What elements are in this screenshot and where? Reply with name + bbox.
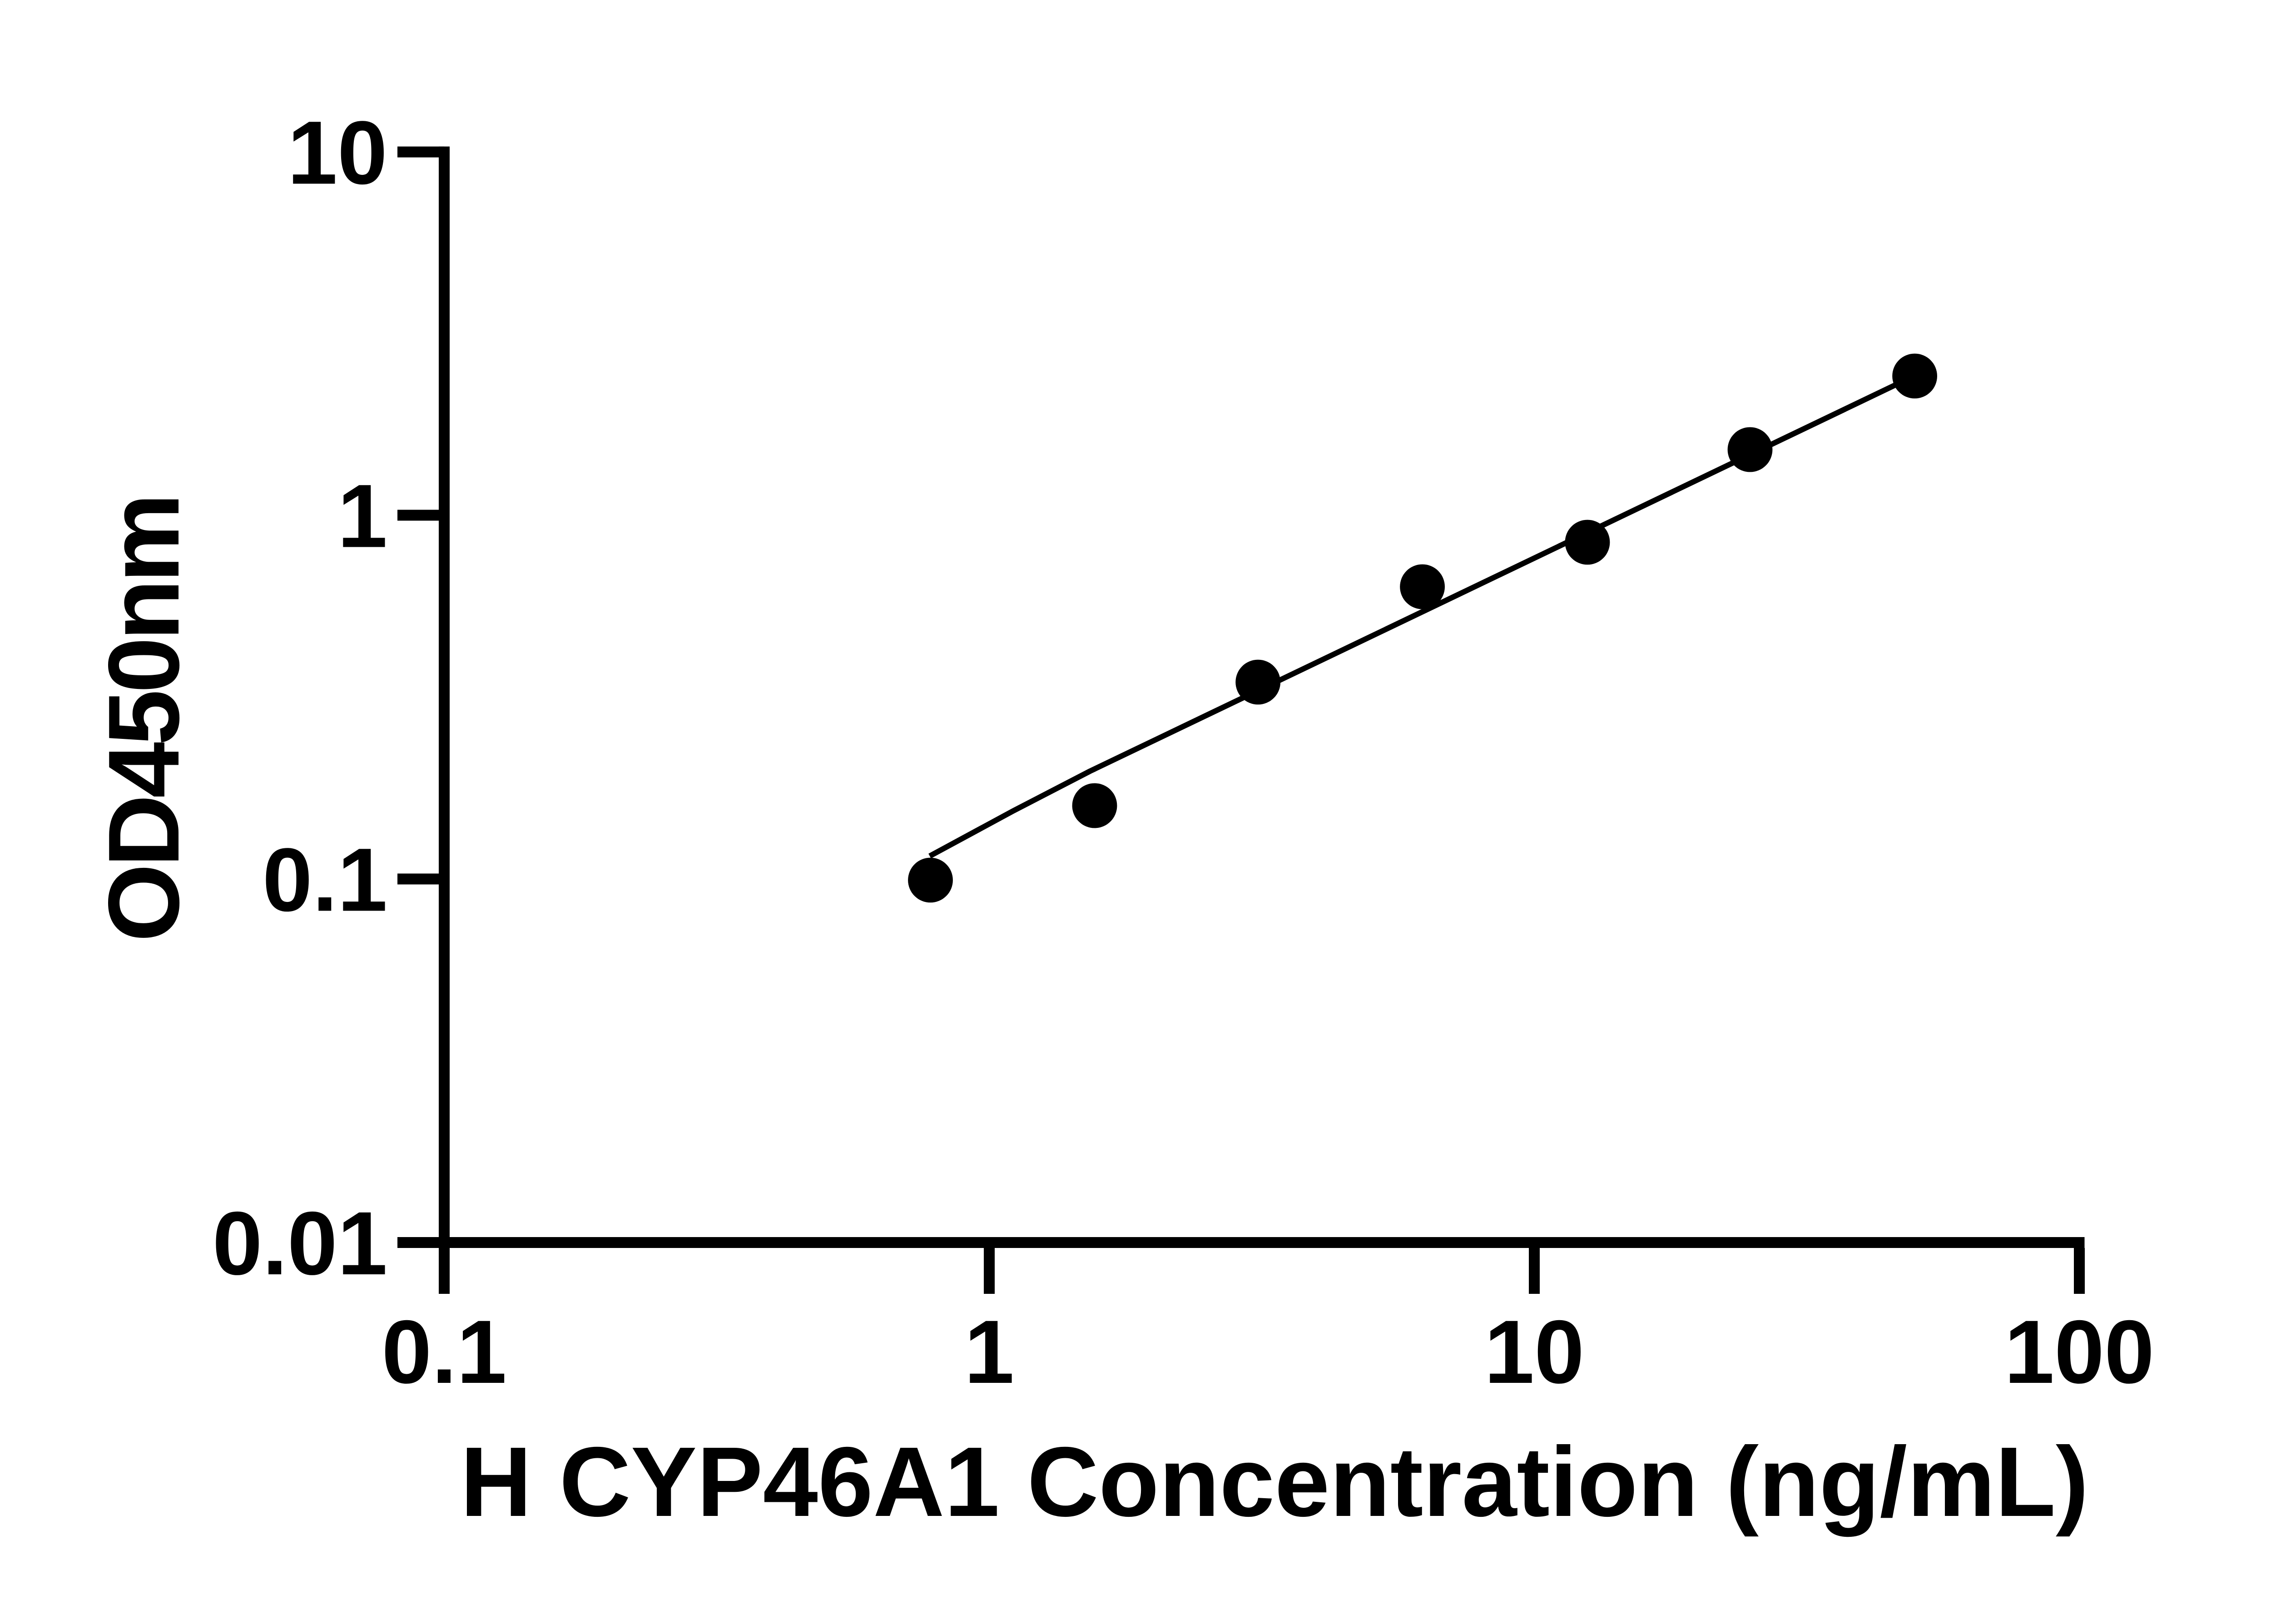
svg-text:H CYP46A1 Concentration (ng/mL: H CYP46A1 Concentration (ng/mL) (460, 1427, 2088, 1537)
svg-text:0.1: 0.1 (263, 830, 387, 930)
svg-text:0.01: 0.01 (213, 1193, 387, 1293)
svg-text:1: 1 (337, 466, 387, 566)
svg-text:10: 10 (288, 103, 387, 203)
svg-text:10: 10 (1484, 1302, 1584, 1402)
svg-text:1: 1 (964, 1302, 1014, 1402)
svg-text:0.1: 0.1 (382, 1302, 506, 1402)
svg-text:OD450nm: OD450nm (88, 497, 200, 942)
svg-text:100: 100 (2004, 1302, 2154, 1402)
